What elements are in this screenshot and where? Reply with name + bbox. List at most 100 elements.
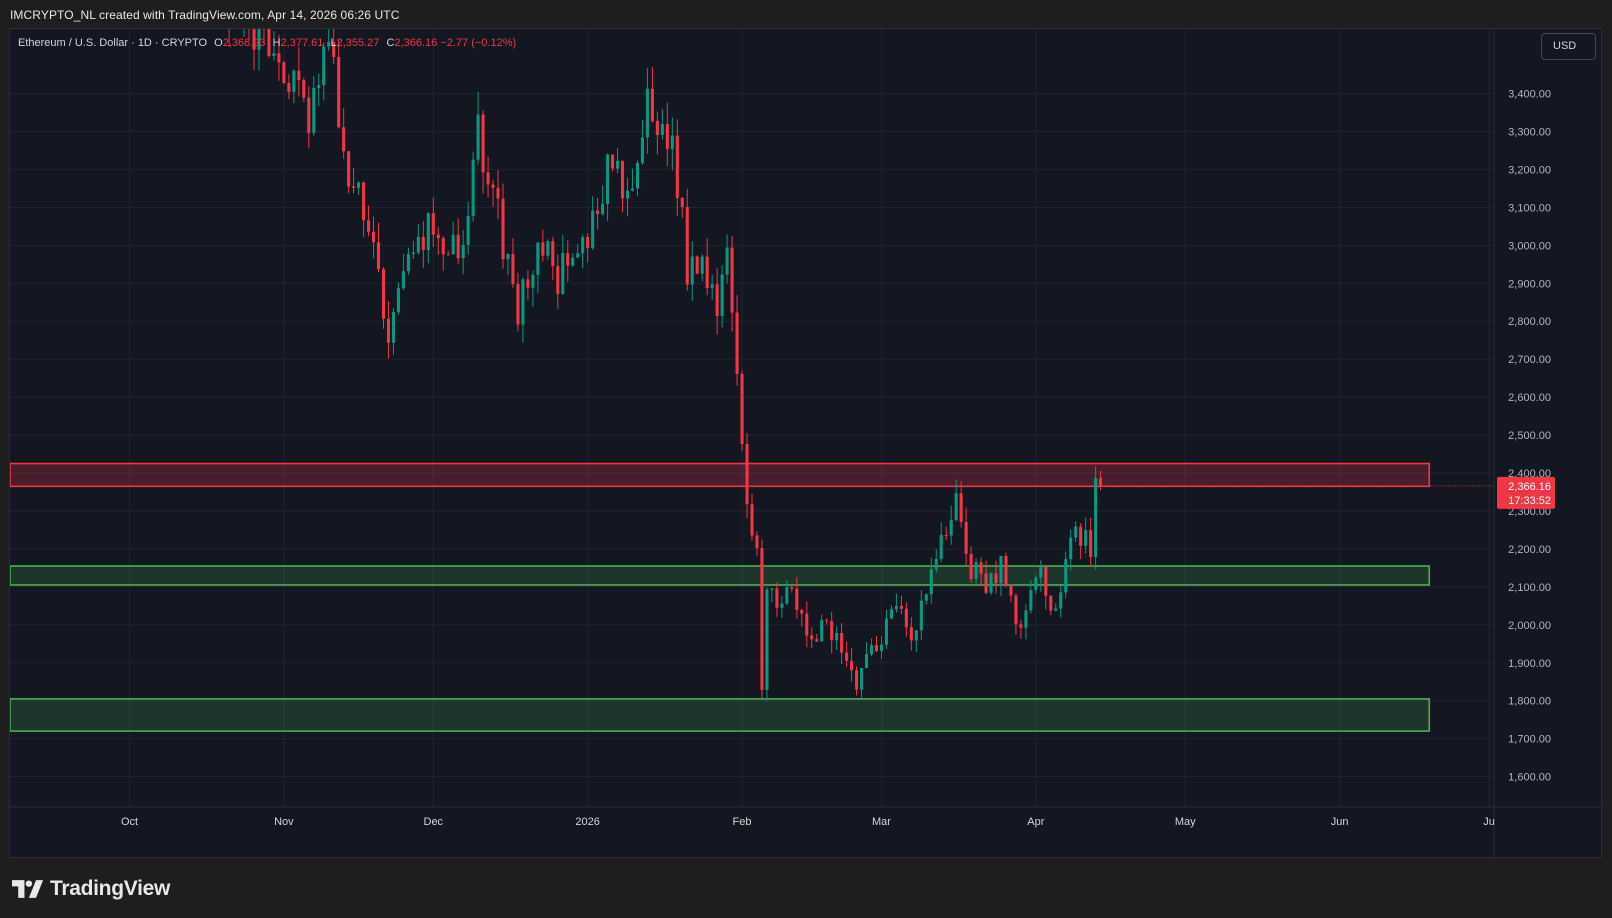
tradingview-brand[interactable]: TradingView [12, 874, 170, 904]
candle-body [436, 234, 440, 239]
candle-body [277, 53, 281, 63]
candle-body [705, 256, 709, 288]
candle-body [272, 53, 276, 57]
candle-body [889, 609, 893, 619]
candle-body [1079, 526, 1083, 546]
candle-body [1069, 537, 1073, 560]
candle-body [591, 210, 595, 249]
candle-body [1044, 566, 1048, 596]
candle-body [615, 160, 620, 169]
candle-body [581, 237, 585, 254]
price-tick-label: 3,200.00 [1508, 164, 1551, 176]
last-price-value: 2,366.16 [1508, 481, 1551, 493]
currency-button[interactable]: USD [1541, 33, 1596, 60]
candle-body [297, 70, 301, 81]
candle-body [750, 504, 754, 536]
candle-body [376, 242, 381, 270]
grid [10, 29, 1603, 859]
candle-body [431, 213, 435, 235]
candle-body [974, 562, 978, 580]
candle-body [1004, 555, 1008, 586]
price-tick-label: 2,100.00 [1508, 582, 1551, 594]
candle-body [481, 114, 485, 173]
candle-body [347, 151, 351, 187]
candle-body [999, 555, 1003, 584]
candle-body [357, 182, 361, 188]
candle-body [287, 83, 291, 92]
time-tick-label: Ju [1483, 816, 1495, 828]
symbol-legend[interactable]: Ethereum / U.S. Dollar · 1D · CRYPTO O2,… [18, 35, 516, 51]
candle-body [307, 97, 311, 133]
candle-body [645, 88, 649, 138]
candle-body [860, 667, 864, 690]
candle-body [1019, 624, 1023, 628]
candle-body [381, 269, 386, 319]
candle-body [252, 29, 256, 50]
candle-body [670, 135, 674, 150]
candle-body [710, 284, 714, 288]
candle-body [745, 443, 749, 505]
candle-body [317, 85, 321, 88]
candle-body [949, 519, 953, 536]
time-axis[interactable]: Oct Nov Dec 2026 Feb Mar Apr May Jun Ju [121, 816, 1495, 828]
price-tick-label: 1,800.00 [1508, 696, 1551, 708]
price-tick-label: 3,400.00 [1508, 89, 1551, 101]
candle-body [660, 124, 664, 135]
candle-body [909, 627, 913, 641]
candlestick-chart[interactable]: 3,400.00 3,300.00 3,200.00 3,100.00 3,000.00… [10, 29, 1603, 859]
candle-body [979, 562, 983, 574]
candle-body [780, 603, 784, 608]
candle-body [1024, 610, 1028, 628]
price-tick-label: 2,200.00 [1508, 544, 1551, 556]
candle-body [840, 632, 844, 653]
low-value: 2,355.27 [336, 37, 380, 49]
candle-body [770, 588, 774, 590]
candle-body [879, 644, 884, 651]
candle-body [1054, 608, 1058, 611]
price-tick-label: 2,000.00 [1508, 620, 1551, 632]
candle-body [1084, 530, 1088, 546]
candle-body [476, 114, 480, 160]
candle-body [919, 600, 923, 631]
candle-body [665, 124, 669, 150]
candle-body [551, 241, 555, 267]
chart-caption: IMCRYPTO_NL created with TradingView.com… [10, 8, 400, 22]
close-value: 2,366.16 [394, 37, 438, 49]
candle-body [521, 279, 525, 325]
candle-body [1089, 530, 1093, 557]
candle-body [1094, 478, 1098, 557]
price-tick-label: 3,000.00 [1508, 240, 1551, 252]
candle-body [302, 80, 306, 98]
candle-body [635, 162, 640, 189]
candle-body [765, 589, 769, 690]
open-value: 2,368.93 [222, 37, 266, 49]
price-axis[interactable]: 3,400.00 3,300.00 3,200.00 3,100.00 3,000.00… [1508, 89, 1551, 784]
candle-body [526, 279, 530, 288]
candle-body [1009, 585, 1013, 596]
zone-support-upper [10, 565, 1431, 586]
candle-body [830, 621, 834, 641]
candle-body [939, 534, 943, 560]
candle-body [695, 256, 699, 274]
candle-body [367, 220, 371, 232]
candle-body [650, 88, 654, 121]
price-tick-label: 1,600.00 [1508, 772, 1551, 784]
price-tick-label: 2,700.00 [1508, 354, 1551, 366]
chart-panel[interactable]: 3,400.00 3,300.00 3,200.00 3,100.00 3,000.00… [9, 28, 1603, 859]
candle-body [426, 213, 430, 251]
low-label: L [330, 37, 337, 49]
candle-body [406, 254, 410, 272]
candle-body [556, 266, 560, 294]
candle-body [820, 620, 824, 642]
candle-body [496, 187, 500, 199]
candle-body [396, 288, 400, 313]
last-price-badge: 2,366.16 17:33:52 [1497, 476, 1555, 509]
high-label: H [272, 37, 281, 49]
candle-body [566, 253, 570, 266]
candle-body [874, 645, 879, 651]
candle-body [914, 630, 918, 641]
symbol-title[interactable]: Ethereum / U.S. Dollar · 1D · CRYPTO [18, 37, 208, 49]
candle-body [486, 172, 490, 185]
candle-body [456, 234, 460, 259]
price-tick-label: 1,700.00 [1508, 734, 1551, 746]
